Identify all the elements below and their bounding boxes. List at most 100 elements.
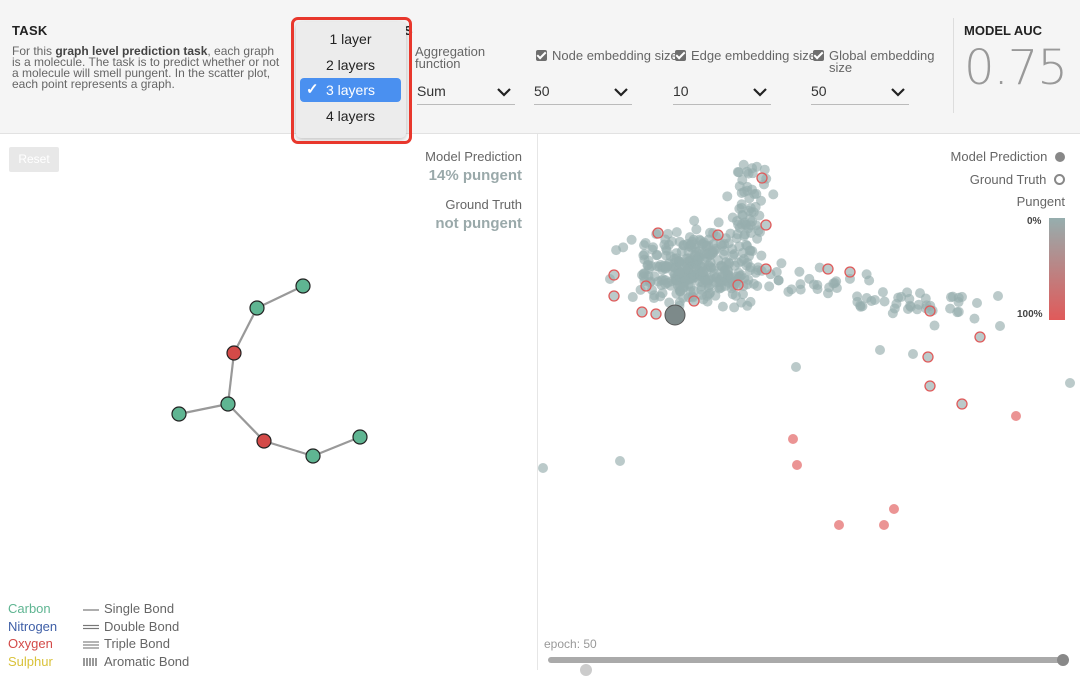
graph-point-pungent-truth[interactable] bbox=[608, 269, 620, 281]
graph-point[interactable] bbox=[773, 275, 784, 286]
graph-point[interactable] bbox=[756, 250, 767, 261]
molecule-graph[interactable] bbox=[0, 134, 537, 594]
graph-point-pungent-truth[interactable] bbox=[922, 351, 934, 363]
graph-point[interactable] bbox=[908, 349, 918, 359]
embedding-scatter-plot[interactable] bbox=[538, 134, 1080, 634]
graph-point[interactable] bbox=[657, 288, 668, 299]
graph-point-pungent-truth[interactable] bbox=[924, 305, 936, 317]
graph-point[interactable] bbox=[783, 286, 794, 297]
graph-point[interactable] bbox=[674, 268, 685, 279]
node-embedding-checkbox[interactable] bbox=[536, 50, 547, 61]
graph-point-pungent-truth[interactable] bbox=[924, 380, 936, 392]
graph-point[interactable] bbox=[754, 226, 765, 237]
layers-dropdown-menu[interactable]: 1 layer 2 layers ✓ 3 layers 4 layers bbox=[296, 22, 406, 138]
graph-point[interactable] bbox=[723, 266, 734, 277]
graph-point[interactable] bbox=[662, 228, 673, 239]
graph-point[interactable] bbox=[875, 345, 885, 355]
graph-point-pungent-truth[interactable] bbox=[712, 229, 724, 241]
graph-point[interactable] bbox=[869, 294, 880, 305]
graph-point[interactable] bbox=[929, 320, 940, 331]
graph-point[interactable] bbox=[814, 262, 825, 273]
graph-point[interactable] bbox=[724, 258, 735, 269]
graph-point[interactable] bbox=[659, 239, 670, 250]
graph-point[interactable] bbox=[1065, 378, 1075, 388]
graph-point-pungent-truth[interactable] bbox=[652, 227, 664, 239]
edge-embedding-checkbox[interactable] bbox=[675, 50, 686, 61]
graph-point[interactable] bbox=[747, 246, 758, 257]
aggregation-select[interactable]: Sum bbox=[417, 80, 515, 105]
graph-point-pungent-truth[interactable] bbox=[688, 295, 700, 307]
graph-point[interactable] bbox=[709, 268, 720, 279]
graph-point[interactable] bbox=[877, 287, 888, 298]
graph-point[interactable] bbox=[768, 189, 779, 200]
graph-point[interactable] bbox=[993, 291, 1003, 301]
graph-point[interactable] bbox=[639, 249, 650, 260]
graph-point[interactable] bbox=[945, 303, 956, 314]
layers-option-4[interactable]: 4 layers bbox=[325, 108, 376, 124]
graph-point[interactable] bbox=[615, 456, 625, 466]
graph-point[interactable] bbox=[804, 273, 815, 284]
graph-point-pungent-truth[interactable] bbox=[608, 290, 620, 302]
reset-button[interactable]: Reset bbox=[9, 147, 59, 172]
graph-point-pungent-truth[interactable] bbox=[732, 279, 744, 291]
graph-point[interactable] bbox=[734, 222, 745, 233]
graph-point[interactable] bbox=[691, 224, 702, 235]
graph-point[interactable] bbox=[972, 298, 982, 308]
graph-point[interactable] bbox=[855, 301, 866, 312]
graph-point[interactable] bbox=[671, 227, 682, 238]
graph-point[interactable] bbox=[639, 240, 650, 251]
graph-point[interactable] bbox=[661, 261, 672, 272]
graph-point-pungent-truth[interactable] bbox=[756, 172, 768, 184]
graph-point[interactable] bbox=[660, 279, 671, 290]
graph-point[interactable] bbox=[694, 276, 705, 287]
graph-point[interactable] bbox=[639, 268, 650, 279]
graph-point[interactable] bbox=[618, 242, 629, 253]
graph-point-pungent-truth[interactable] bbox=[636, 306, 648, 318]
graph-point[interactable] bbox=[995, 321, 1005, 331]
graph-point[interactable] bbox=[759, 164, 770, 175]
graph-point[interactable] bbox=[738, 247, 749, 258]
graph-point[interactable] bbox=[953, 297, 964, 308]
graph-point[interactable] bbox=[739, 231, 750, 242]
graph-point[interactable] bbox=[689, 249, 700, 260]
graph-point[interactable] bbox=[689, 215, 700, 226]
graph-point-pungent-truth[interactable] bbox=[822, 263, 834, 275]
graph-point[interactable] bbox=[831, 276, 842, 287]
graph-point[interactable] bbox=[791, 362, 801, 372]
graph-point[interactable] bbox=[737, 210, 748, 221]
graph-point[interactable] bbox=[667, 236, 678, 247]
graph-point[interactable] bbox=[736, 199, 747, 210]
graph-point[interactable] bbox=[717, 301, 728, 312]
node-embedding-select[interactable]: 50 bbox=[534, 80, 632, 105]
graph-point[interactable] bbox=[764, 281, 775, 292]
graph-point[interactable] bbox=[752, 280, 763, 291]
graph-point-pungent-truth[interactable] bbox=[760, 263, 772, 275]
graph-point[interactable] bbox=[879, 296, 890, 307]
carbon-atom[interactable] bbox=[171, 406, 187, 422]
graph-point[interactable] bbox=[690, 259, 701, 270]
graph-point[interactable] bbox=[729, 249, 740, 260]
graph-point[interactable] bbox=[674, 257, 685, 268]
graph-point[interactable] bbox=[893, 292, 904, 303]
global-embedding-checkbox[interactable] bbox=[813, 50, 824, 61]
graph-point[interactable] bbox=[651, 250, 662, 261]
graph-point[interactable] bbox=[794, 266, 805, 277]
graph-point[interactable] bbox=[711, 277, 722, 288]
graph-point[interactable] bbox=[698, 266, 709, 277]
layers-option-3-selected[interactable]: ✓ 3 layers bbox=[300, 78, 401, 102]
graph-point[interactable] bbox=[861, 292, 872, 303]
graph-point[interactable] bbox=[703, 240, 714, 251]
graph-point-predicted-pungent[interactable] bbox=[792, 460, 802, 470]
graph-point[interactable] bbox=[651, 261, 662, 272]
graph-point[interactable] bbox=[889, 303, 900, 314]
carbon-atom[interactable] bbox=[352, 429, 368, 445]
graph-point[interactable] bbox=[812, 284, 823, 295]
carbon-atom[interactable] bbox=[295, 278, 311, 294]
graph-point[interactable] bbox=[734, 181, 745, 192]
graph-point[interactable] bbox=[694, 234, 705, 245]
graph-point[interactable] bbox=[969, 313, 980, 324]
carbon-atom[interactable] bbox=[305, 448, 321, 464]
graph-point-predicted-pungent[interactable] bbox=[1011, 411, 1021, 421]
graph-point[interactable] bbox=[742, 185, 753, 196]
graph-point[interactable] bbox=[734, 271, 745, 282]
